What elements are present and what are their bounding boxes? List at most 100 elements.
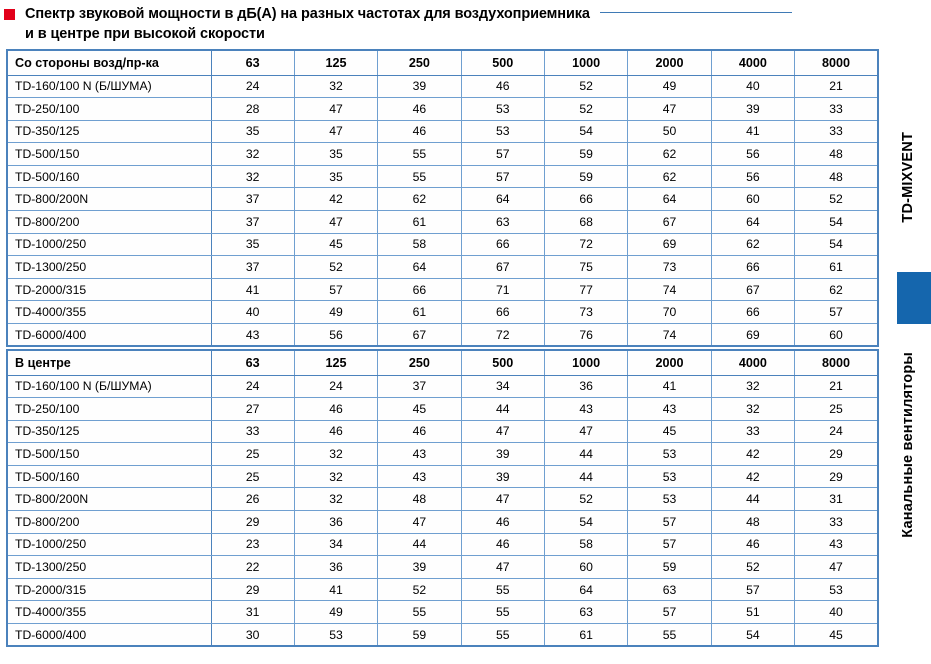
sound-level-cell: 45 [377, 397, 462, 421]
sound-level-cell: 39 [460, 464, 546, 489]
sound-level-cell: 46 [293, 419, 379, 444]
sound-level-cell: 50 [627, 119, 712, 144]
sound-level-cell: 66 [710, 255, 796, 279]
table-header-frequency: 4000 [710, 349, 796, 376]
sound-level-cell: 48 [377, 487, 462, 512]
sidebar-product-label: TD-MIXVENT [900, 132, 916, 223]
sound-level-cell: 47 [543, 419, 629, 444]
sound-level-cell: 46 [293, 397, 379, 421]
sound-level-cell: 35 [293, 142, 379, 166]
sound-level-cell: 45 [794, 623, 880, 648]
sound-level-cell: 51 [710, 600, 796, 625]
sound-level-cell: 54 [794, 232, 880, 257]
sound-level-cell: 68 [543, 210, 629, 234]
table-row: TD-2000/315 29 41 52 55 64 63 57 53 [6, 577, 880, 602]
table-row: TD-350/125 33 46 46 47 47 45 33 24 [6, 419, 880, 444]
model-name-cell: TD-1000/250 [6, 232, 212, 257]
model-name-cell: TD-2000/315 [6, 577, 212, 602]
title-horizontal-rule [599, 12, 792, 13]
sound-level-cell: 40 [710, 74, 796, 99]
sound-level-cell: 26 [210, 487, 295, 512]
table-header-frequency: 63 [210, 49, 295, 76]
sound-level-cell: 62 [794, 277, 880, 302]
table-header-frequency: 2000 [627, 349, 712, 376]
sound-level-cell: 70 [627, 300, 712, 325]
sound-level-cell: 52 [293, 255, 379, 279]
table-header-frequency: 1000 [543, 349, 629, 376]
sound-level-cell: 33 [794, 510, 880, 534]
table-header-frequency: 125 [293, 349, 379, 376]
sound-level-cell: 75 [543, 255, 629, 279]
sound-level-cell: 74 [627, 277, 712, 302]
table-row: TD-160/100 N (Б/ШУМА) 24 32 39 46 52 49 40 21 [6, 74, 880, 99]
sound-level-cell: 32 [293, 74, 379, 99]
sound-level-cell: 72 [460, 323, 546, 348]
table-header-frequency: 125 [293, 49, 379, 76]
sound-level-cell: 35 [210, 119, 295, 144]
sound-level-cell: 73 [543, 300, 629, 325]
sound-level-cell: 25 [210, 442, 295, 466]
sound-level-cell: 40 [210, 300, 295, 325]
sound-level-cell: 43 [627, 397, 712, 421]
sound-level-cell: 24 [794, 419, 880, 444]
sound-level-cell: 47 [293, 119, 379, 144]
sound-level-cell: 62 [710, 232, 796, 257]
sound-level-cell: 55 [377, 142, 462, 166]
sound-level-cell: 59 [377, 623, 462, 648]
table-row: TD-500/160 32 35 55 57 59 62 56 48 [6, 164, 880, 189]
model-name-cell: TD-500/160 [6, 164, 212, 189]
sound-level-cell: 64 [627, 187, 712, 212]
sound-level-cell: 27 [210, 397, 295, 421]
sound-level-cell: 53 [627, 487, 712, 512]
sound-level-cell: 56 [293, 323, 379, 348]
table-row: TD-6000/400 43 56 67 72 76 74 69 60 [6, 323, 880, 348]
sound-level-cell: 60 [794, 323, 880, 348]
sound-level-cell: 52 [377, 577, 462, 602]
sound-level-cell: 31 [210, 600, 295, 625]
model-name-cell: TD-800/200 [6, 510, 212, 534]
sound-level-cell: 57 [460, 142, 546, 166]
sound-level-cell: 52 [543, 487, 629, 512]
table-header-frequency: 500 [460, 349, 546, 376]
table-row: TD-500/150 32 35 55 57 59 62 56 48 [6, 142, 880, 166]
sidebar-category-label: Канальные вентиляторы [900, 352, 916, 538]
model-name-cell: TD-500/150 [6, 142, 212, 166]
sound-level-cell: 53 [293, 623, 379, 648]
sound-level-cell: 30 [210, 623, 295, 648]
model-name-cell: TD-800/200N [6, 487, 212, 512]
sound-level-cell: 37 [210, 210, 295, 234]
sound-level-cell: 58 [543, 532, 629, 557]
red-square-bullet-icon [4, 9, 15, 20]
sound-level-cell: 54 [710, 623, 796, 648]
sound-level-cell: 43 [377, 442, 462, 466]
sound-level-cell: 46 [460, 532, 546, 557]
sound-spectrum-table-center: В центре 63 125 250 500 1000 2000 4000 8000 TD-… [6, 349, 880, 648]
sound-level-cell: 43 [377, 464, 462, 489]
sound-level-cell: 46 [377, 119, 462, 144]
sound-level-cell: 62 [627, 164, 712, 189]
page-title: Спектр звуковой мощности в дБ(А) на разн… [25, 4, 890, 44]
sound-level-cell: 41 [210, 277, 295, 302]
sound-level-cell: 28 [210, 97, 295, 121]
sound-level-cell: 55 [460, 623, 546, 648]
sound-level-cell: 33 [794, 97, 880, 121]
model-name-cell: TD-6000/400 [6, 323, 212, 348]
sound-level-cell: 59 [543, 142, 629, 166]
sound-level-cell: 57 [710, 577, 796, 602]
table-row: TD-350/125 35 47 46 53 54 50 41 33 [6, 119, 880, 144]
sound-level-cell: 61 [794, 255, 880, 279]
sound-level-cell: 66 [710, 300, 796, 325]
sound-level-cell: 48 [794, 142, 880, 166]
table-row: TD-250/100 27 46 45 44 43 43 32 25 [6, 397, 880, 421]
sound-level-cell: 56 [710, 142, 796, 166]
sound-level-cell: 42 [293, 187, 379, 212]
sound-level-cell: 47 [377, 510, 462, 534]
table-row: TD-160/100 N (Б/ШУМА) 24 24 37 34 36 41 32 21 [6, 374, 880, 399]
sound-level-cell: 32 [710, 374, 796, 399]
table-header-frequency: 2000 [627, 49, 712, 76]
sound-level-cell: 29 [210, 510, 295, 534]
sound-level-cell: 55 [460, 577, 546, 602]
sound-level-cell: 47 [627, 97, 712, 121]
sound-level-cell: 40 [794, 600, 880, 625]
sound-level-cell: 48 [710, 510, 796, 534]
